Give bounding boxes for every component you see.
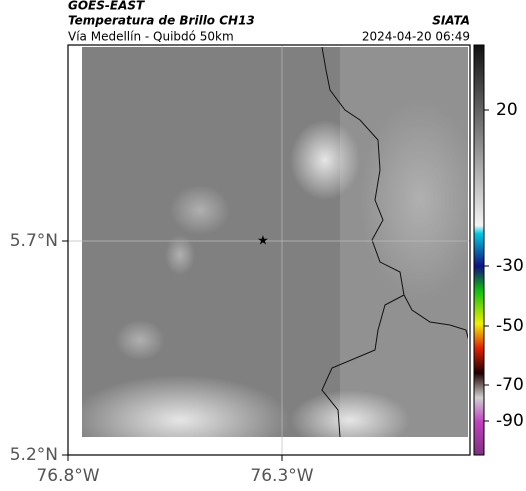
- timestamp: 2024-04-20 06:49: [362, 30, 470, 44]
- satellite-image: [82, 47, 468, 437]
- colorbar-ticks: 20 -30 -50 -70 -90: [484, 100, 524, 431]
- colorbar-tick-label: -50: [496, 316, 524, 336]
- x-tick-label: 76.3°W: [250, 466, 313, 486]
- colorbar-tick-label: -70: [496, 375, 524, 395]
- map-frame: [67, 44, 471, 456]
- subtitle: Temperatura de Brillo CH13: [68, 14, 255, 28]
- route: Vía Medellín - Quibdó 50km: [68, 30, 234, 44]
- y-tick-label: 5.7°N: [10, 231, 58, 251]
- location-marker: ★: [257, 234, 269, 249]
- colorbar: [473, 44, 485, 456]
- colorbar-tick-label: 20: [496, 100, 518, 120]
- y-tick-label: 5.2°N: [10, 445, 58, 465]
- axes: 5.7°N 5.2°N76.8°W 76.3°W: [10, 231, 314, 486]
- colorbar-tick-label: -90: [496, 411, 524, 431]
- x-tick-label: 76.8°W: [36, 466, 99, 486]
- source: SIATA: [432, 14, 470, 28]
- title: GOES-EAST: [68, 0, 145, 13]
- colorbar-tick-label: -30: [496, 256, 524, 276]
